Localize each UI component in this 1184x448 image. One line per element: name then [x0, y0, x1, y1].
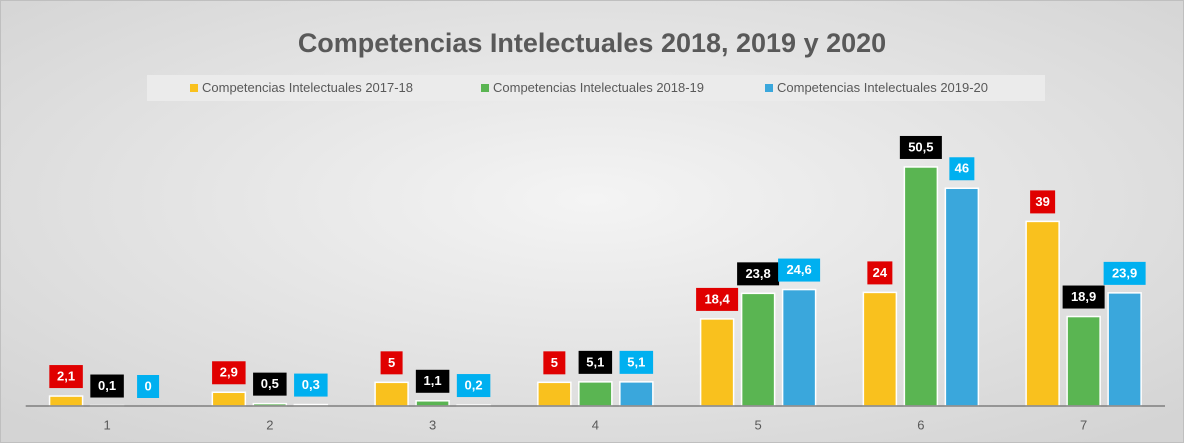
data-label: 2,1	[57, 368, 75, 383]
bar	[538, 382, 571, 406]
bar	[416, 401, 449, 406]
chart-title: Competencias Intelectuales 2018, 2019 y …	[298, 28, 886, 58]
data-label: 23,8	[745, 266, 770, 281]
bar	[212, 392, 245, 406]
data-label: 0,3	[302, 377, 320, 392]
legend-label: Competencias Intelectuales 2019-20	[777, 80, 988, 95]
data-label: 5	[551, 355, 558, 370]
x-tick-label: 5	[754, 417, 761, 432]
data-label: 2,9	[220, 365, 238, 380]
data-label: 24,6	[786, 262, 811, 277]
data-label: 0,2	[465, 377, 483, 392]
bar	[50, 396, 83, 406]
x-tick-label: 2	[266, 417, 273, 432]
bar	[742, 293, 775, 406]
bar	[1026, 221, 1059, 406]
bar	[945, 188, 978, 406]
data-label: 24	[873, 265, 888, 280]
bar	[1067, 317, 1100, 406]
x-tick-label: 1	[103, 417, 110, 432]
data-label: 5	[388, 355, 395, 370]
bar	[783, 290, 816, 406]
data-label: 23,9	[1112, 265, 1137, 280]
x-tick-label: 4	[592, 417, 599, 432]
bar	[701, 319, 734, 406]
bar	[904, 167, 937, 406]
data-label: 18,4	[704, 291, 730, 306]
data-label: 1,1	[424, 373, 442, 388]
data-label: 0,5	[261, 376, 279, 391]
legend: Competencias Intelectuales 2017-18 Compet…	[190, 80, 988, 95]
bar	[579, 382, 612, 406]
data-label: 50,5	[908, 139, 933, 154]
data-label: 5,1	[627, 354, 645, 369]
data-label: 5,1	[586, 354, 604, 369]
legend-swatch	[481, 84, 489, 92]
bar	[375, 382, 408, 406]
x-tick-label: 7	[1080, 417, 1087, 432]
legend-label: Competencias Intelectuales 2017-18	[202, 80, 413, 95]
bar	[1108, 293, 1141, 406]
x-tick-label: 3	[429, 417, 436, 432]
legend-swatch	[765, 84, 773, 92]
data-label: 0,1	[98, 378, 116, 393]
data-label: 18,9	[1071, 289, 1096, 304]
bar	[620, 382, 653, 406]
x-tick-label: 6	[917, 417, 924, 432]
data-label: 0	[144, 378, 151, 393]
legend-label: Competencias Intelectuales 2018-19	[493, 80, 704, 95]
legend-swatch	[190, 84, 198, 92]
bar	[863, 292, 896, 406]
data-label: 46	[955, 161, 969, 176]
data-label: 39	[1035, 194, 1049, 209]
